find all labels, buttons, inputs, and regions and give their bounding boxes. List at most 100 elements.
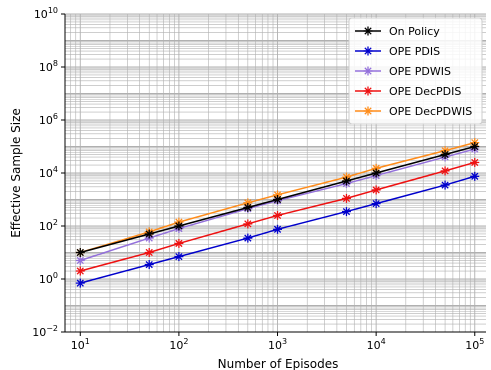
series-ope-decpdis <box>75 157 480 276</box>
x-tick-base: 10 <box>169 339 183 352</box>
x-tick-exponent: 3 <box>282 337 287 346</box>
data-point-on-policy <box>243 202 253 212</box>
x-tick-base: 10 <box>71 339 85 352</box>
marker-stroke <box>76 256 84 265</box>
marker-stroke <box>76 279 84 287</box>
y-tick-label: 1010 <box>34 6 58 21</box>
legend-item-ope-pdwis: OPE PDWIS <box>355 65 451 78</box>
marker-stroke <box>145 248 153 257</box>
x-tick-base: 10 <box>465 339 479 352</box>
marker-stroke <box>471 172 479 180</box>
x-tick-base: 10 <box>367 339 381 352</box>
marker-stroke <box>145 230 153 238</box>
data-point-ope-decpdis <box>243 219 253 229</box>
marker-stroke <box>175 252 183 261</box>
data-point-on-policy <box>174 221 184 231</box>
marker-stroke <box>364 107 372 115</box>
legend-marker <box>363 26 373 36</box>
legend-marker <box>363 66 373 76</box>
y-tick-base: 10 <box>39 167 53 180</box>
marker-stroke <box>372 199 380 208</box>
y-axis-label: Effective Sample Size <box>9 108 23 238</box>
x-tick-label: 101 <box>71 337 90 352</box>
series-ope-pdis <box>75 171 480 288</box>
y-tick-base: 10 <box>32 326 46 339</box>
data-point-ope-pdis <box>243 233 253 243</box>
y-tick-base: 10 <box>39 220 53 233</box>
x-tick-exponent: 1 <box>85 337 90 346</box>
marker-stroke <box>244 234 252 242</box>
marker-stroke <box>364 87 372 95</box>
data-point-ope-decpdis <box>440 166 450 176</box>
y-tick-base: 10 <box>39 273 53 286</box>
x-tick-label: 104 <box>367 337 386 352</box>
data-point-ope-decpdis <box>75 266 85 276</box>
marker-stroke <box>441 150 449 159</box>
legend-item-ope-decpdwis: OPE DecPDWIS <box>355 105 472 118</box>
marker-stroke <box>342 194 351 203</box>
legend-item-ope-pdis: OPE PDIS <box>355 45 440 58</box>
y-tick-label: 108 <box>39 59 58 74</box>
marker-stroke <box>364 27 372 35</box>
y-tick-exponent: 6 <box>53 112 58 121</box>
y-tick-label: 106 <box>39 112 58 127</box>
data-point-on-policy <box>273 195 283 204</box>
data-point-on-policy <box>470 142 480 151</box>
marker-stroke <box>273 211 282 220</box>
data-point-on-policy <box>440 149 450 159</box>
y-tick-exponent: 10 <box>48 6 58 15</box>
y-tick-label: 10−2 <box>32 324 58 339</box>
marker-stroke <box>273 225 282 233</box>
data-point-ope-pdis <box>144 260 154 270</box>
series-on-policy <box>75 142 480 257</box>
legend-label: On Policy <box>389 25 440 38</box>
data-point-ope-pdis <box>341 207 351 217</box>
plot-series <box>75 138 480 288</box>
marker-stroke <box>342 207 351 216</box>
x-axis-label: Number of Episodes <box>218 357 339 370</box>
data-point-ope-pdis <box>371 199 381 209</box>
x-tick-label: 105 <box>465 337 484 352</box>
legend-item-on-policy: On Policy <box>355 25 440 38</box>
marker-stroke <box>372 169 380 177</box>
legend-item-ope-decpdis: OPE DecPDIS <box>355 85 461 98</box>
y-tick-label: 102 <box>39 218 58 233</box>
x-tick-base: 10 <box>268 339 282 352</box>
legend: On Policy OPE PDIS OPE PDWIS OPE DecPDIS OPE… <box>348 17 483 125</box>
y-tick-label: 100 <box>39 271 58 286</box>
marker-stroke <box>364 47 372 55</box>
legend-label: OPE PDIS <box>389 45 440 58</box>
marker-stroke <box>273 195 282 204</box>
y-tick-exponent: 2 <box>53 218 58 227</box>
data-point-ope-decpdis <box>341 193 351 203</box>
marker-stroke <box>175 222 183 230</box>
data-point-ope-pdis <box>440 180 450 190</box>
legend-label: OPE DecPDIS <box>389 85 461 98</box>
data-point-ope-decpdis <box>371 185 381 195</box>
x-tick-exponent: 4 <box>381 337 386 346</box>
data-point-on-policy <box>75 248 85 257</box>
data-point-ope-pdis <box>75 278 85 288</box>
x-tick-exponent: 5 <box>479 337 484 346</box>
data-point-on-policy <box>144 229 154 239</box>
data-point-ope-pdwis <box>75 255 85 265</box>
data-point-ope-pdis <box>273 224 283 234</box>
data-point-ope-decpdis <box>174 238 184 248</box>
x-tick-label: 103 <box>268 337 287 352</box>
marker-stroke <box>372 186 380 194</box>
legend-marker <box>363 46 373 56</box>
marker-stroke <box>76 267 84 275</box>
y-tick-exponent: 4 <box>53 165 58 174</box>
data-point-on-policy <box>341 176 351 186</box>
marker-stroke <box>441 181 449 189</box>
marker-stroke <box>244 203 252 212</box>
legend-box <box>348 17 483 125</box>
marker-stroke <box>76 248 84 257</box>
marker-stroke <box>175 239 183 248</box>
marker-stroke <box>364 67 372 75</box>
data-point-ope-decpdis <box>144 248 154 257</box>
x-tick-label: 102 <box>169 337 188 352</box>
data-point-on-policy <box>371 168 381 178</box>
